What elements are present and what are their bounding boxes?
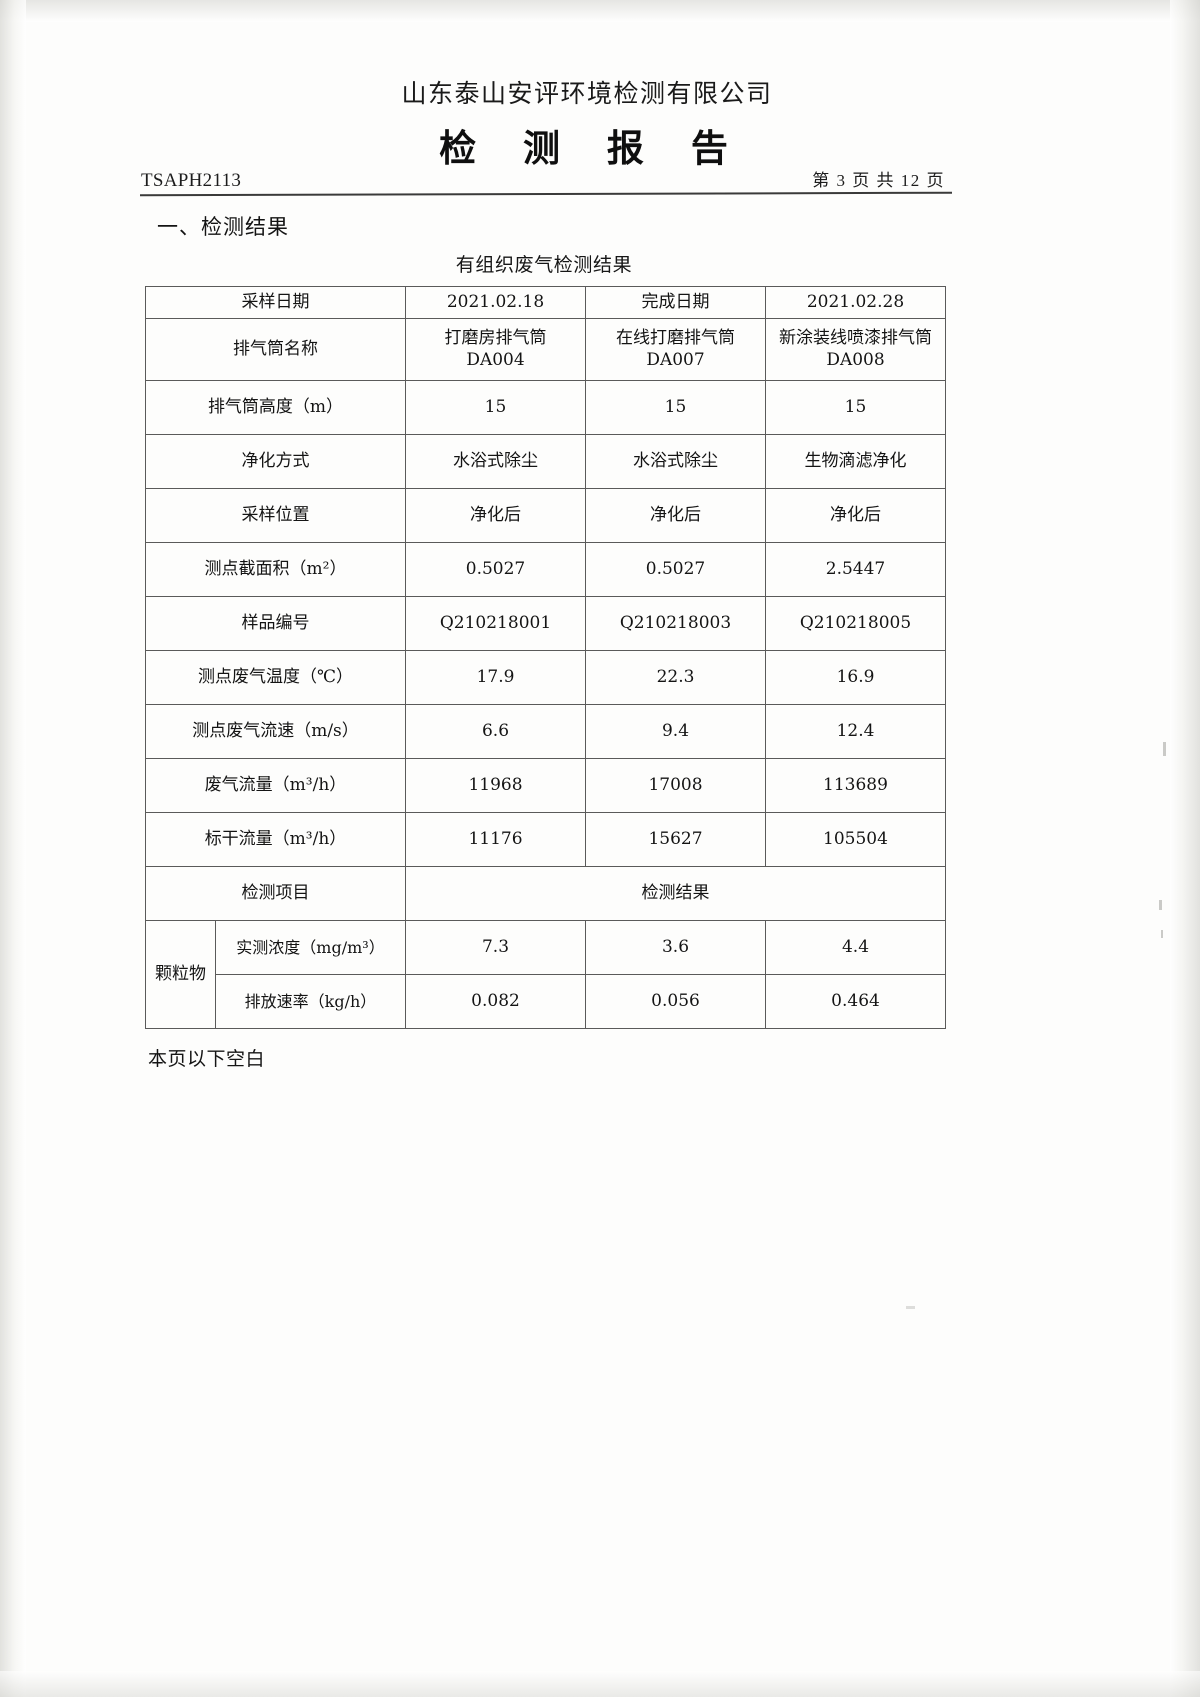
- footer-note: 本页以下空白: [148, 1049, 266, 1070]
- scan-edge-top: [0, 0, 1200, 22]
- row-value: 在线打磨排气筒 DA007: [585, 317, 766, 381]
- row-label: 采样位置: [145, 487, 406, 543]
- results-table-wrapper: 采样日期 2021.02.18 完成日期 2021.02.28 排气筒名称 打磨…: [145, 286, 946, 1029]
- row-value: 11968: [405, 757, 586, 813]
- row-value: 6.6: [405, 703, 586, 759]
- row-value: 17.9: [405, 649, 586, 705]
- row-label: 排气筒名称: [145, 317, 406, 381]
- row-value: 16.9: [765, 649, 946, 705]
- table-row: 净化方式 水浴式除尘 水浴式除尘 生物滴滤净化: [145, 433, 946, 489]
- row-label: 测点截面积（m²）: [145, 541, 406, 597]
- row-value: 22.3: [585, 649, 766, 705]
- row-value: 0.056: [585, 973, 766, 1029]
- row-value: 生物滴滤净化: [765, 433, 946, 489]
- row-label: 废气流量（m³/h）: [145, 757, 406, 813]
- row-label: 测点废气温度（℃）: [145, 649, 406, 705]
- row-value: 17008: [585, 757, 766, 813]
- row-label: 测点废气流速（m/s）: [145, 703, 406, 759]
- row-label: 净化方式: [145, 433, 406, 489]
- row-value: 15: [585, 379, 766, 435]
- scan-speck: [1163, 742, 1166, 756]
- table-caption: 有组织废气检测结果: [455, 255, 633, 276]
- row-value: 0.5027: [405, 541, 586, 597]
- scan-speck: [1159, 900, 1162, 910]
- row-value: 113689: [765, 757, 946, 813]
- table-body: 采样日期 2021.02.18 完成日期 2021.02.28 排气筒名称 打磨…: [145, 286, 946, 1029]
- row-value: 15: [405, 379, 586, 435]
- row-value: 11176: [405, 811, 586, 867]
- section-heading: 一、检测结果: [157, 215, 289, 239]
- report-title: 检 测 报 告: [439, 126, 745, 170]
- page-number: 第 3 页 共 12 页: [812, 171, 945, 190]
- row-label: 样品编号: [145, 595, 406, 651]
- row-value: 0.5027: [585, 541, 766, 597]
- table-row: 标干流量（m³/h） 11176 15627 105504: [145, 811, 946, 867]
- row-value: 水浴式除尘: [585, 433, 766, 489]
- cell-metric-label: 排放速率（kg/h）: [215, 973, 406, 1029]
- row-value: 水浴式除尘: [405, 433, 586, 489]
- table-row: 测点截面积（m²） 0.5027 0.5027 2.5447: [145, 541, 946, 597]
- company-name: 山东泰山安评环境检测有限公司: [401, 79, 773, 108]
- table-row: 排气筒名称 打磨房排气筒 DA004 在线打磨排气筒 DA007 新涂装线喷漆排气筒…: [145, 317, 946, 381]
- row-value: Q210218003: [585, 595, 766, 651]
- table-row-pollutant-concentration: 颗粒物 实测浓度（mg/m³） 7.3 3.6 4.4: [145, 919, 946, 1029]
- header-divider: [139, 191, 953, 197]
- row-value: 15: [765, 379, 946, 435]
- table-row-pollutant-emission-rate: 排放速率（kg/h） 0.082 0.056 0.464: [146, 973, 946, 1029]
- row-value: 9.4: [585, 703, 766, 759]
- table-row: 测点废气温度（℃） 17.9 22.3 16.9: [145, 649, 946, 705]
- row-value: 12.4: [765, 703, 946, 759]
- cell-result-label: 检测结果: [405, 865, 946, 921]
- row-value: 0.464: [765, 973, 946, 1029]
- row-value: 打磨房排气筒 DA004: [405, 317, 586, 381]
- scan-edge-left: [0, 0, 26, 1697]
- row-value: 2.5447: [765, 541, 946, 597]
- cell-sampling-date-value: 2021.02.18: [405, 286, 586, 319]
- row-value: 新涂装线喷漆排气筒 DA008: [765, 317, 946, 381]
- row-value: 7.3: [405, 919, 586, 975]
- table-row: 样品编号 Q210218001 Q210218003 Q210218005: [145, 595, 946, 651]
- document-code: TSAPH2113: [141, 170, 242, 191]
- cell-metric-label: 实测浓度（mg/m³）: [215, 919, 406, 975]
- organized-waste-gas-results-table: 采样日期 2021.02.18 完成日期 2021.02.28 排气筒名称 打磨…: [145, 286, 946, 1029]
- cell-complete-date-value: 2021.02.28: [765, 286, 946, 319]
- scan-speck: [906, 1306, 915, 1309]
- row-value: 3.6: [585, 919, 766, 975]
- scan-edge-right: [1170, 0, 1200, 1697]
- table-row-item-header: 检测项目 检测结果: [145, 865, 946, 921]
- row-label: 标干流量（m³/h）: [145, 811, 406, 867]
- table-row-sampling-date: 采样日期 2021.02.18 完成日期 2021.02.28: [145, 286, 946, 319]
- row-value: 0.082: [405, 973, 586, 1029]
- table-row: 测点废气流速（m/s） 6.6 9.4 12.4: [145, 703, 946, 759]
- cell-pollutant-name: 颗粒物: [145, 919, 216, 1029]
- table-row: 采样位置 净化后 净化后 净化后: [145, 487, 946, 543]
- row-value: 15627: [585, 811, 766, 867]
- table-row: 排气筒高度（m） 15 15 15: [145, 379, 946, 435]
- row-value: Q210218005: [765, 595, 946, 651]
- row-value: 105504: [765, 811, 946, 867]
- table-row: 废气流量（m³/h） 11968 17008 113689: [145, 757, 946, 813]
- row-value: 净化后: [765, 487, 946, 543]
- row-label: 排气筒高度（m）: [145, 379, 406, 435]
- cell-sampling-date-label: 采样日期: [145, 286, 406, 319]
- row-value: Q210218001: [405, 595, 586, 651]
- row-value: 4.4: [765, 919, 946, 975]
- row-value: 净化后: [405, 487, 586, 543]
- scan-speck: [1161, 930, 1163, 938]
- row-value: 净化后: [585, 487, 766, 543]
- scan-edge-bottom: [0, 1671, 1200, 1697]
- cell-complete-date-label: 完成日期: [585, 286, 766, 319]
- cell-item-label: 检测项目: [145, 865, 406, 921]
